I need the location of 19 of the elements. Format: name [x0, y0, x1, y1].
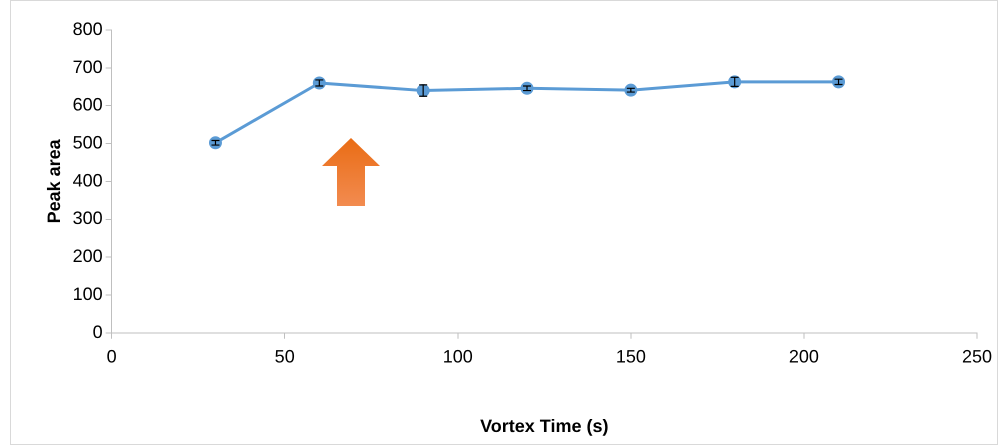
- x-axis-title: Vortex Time (s): [480, 416, 608, 436]
- point: [832, 75, 846, 88]
- x-tick-label: 150: [616, 346, 646, 367]
- y-tick-label: 400: [72, 170, 103, 190]
- x-tick-label: 250: [962, 346, 992, 367]
- y-tick-label: 100: [72, 284, 103, 304]
- y-tick-label: 600: [72, 94, 103, 115]
- y-tick-label: 0: [92, 322, 103, 342]
- y-tick-label: 700: [72, 56, 103, 77]
- y-tick-label: 300: [72, 208, 103, 228]
- y-tick-label: 200: [72, 246, 103, 266]
- y-tick-label: 500: [72, 132, 103, 153]
- point: [312, 76, 326, 90]
- y-axis-title: Peak area: [44, 138, 64, 224]
- y-tick-label: 800: [72, 18, 103, 39]
- x-tick-label: 0: [106, 346, 117, 367]
- x-tick-label: 100: [442, 346, 473, 367]
- x-tick-label: 50: [274, 346, 295, 367]
- x-tick-label: 200: [788, 346, 819, 367]
